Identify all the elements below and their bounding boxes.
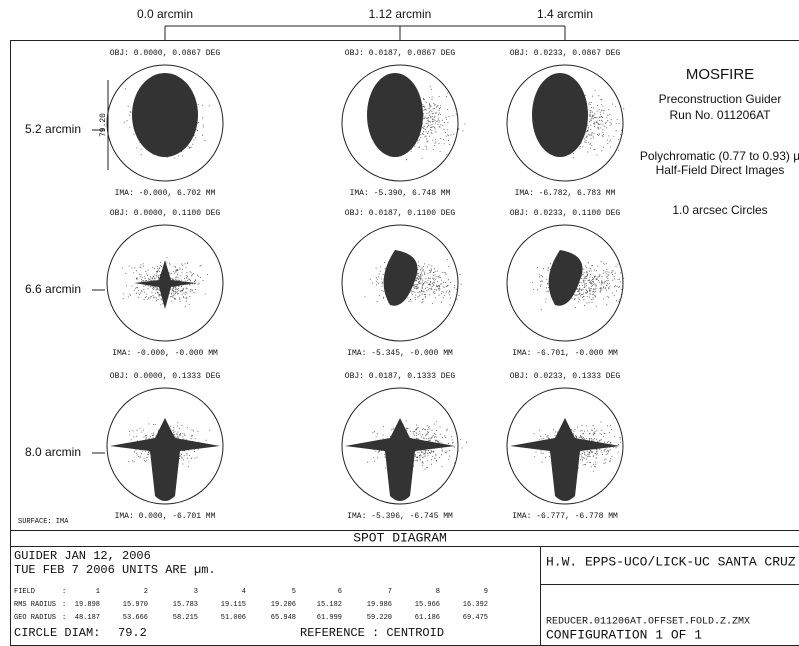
table-cell: : [62, 601, 66, 609]
column-label: 0.0 arcmin [137, 7, 193, 21]
obj-label: OBJ: 0.0000, 0.0867 DEG [110, 49, 221, 58]
spot-core [367, 73, 423, 157]
column-label: 1.12 arcmin [369, 7, 432, 21]
author: H.W. EPPS-UCO/LICK-UC SANTA CRUZ [546, 554, 796, 569]
surface-label: SURFACE: IMA [18, 518, 69, 526]
spot-cell: OBJ: 0.0187, 0.1333 DEG IMA: -5.396, -6.7… [342, 372, 467, 521]
side-line: Preconstruction Guider [659, 92, 782, 106]
ima-label: IMA: -6.777, -6.778 MM [512, 512, 618, 521]
table-cell: 4 [242, 588, 246, 596]
table-cell: 51.006 [221, 614, 246, 622]
diagram-title: SPOT DIAGRAM [353, 530, 447, 545]
obj-label: OBJ: 0.0233, 0.1333 DEG [510, 372, 621, 381]
table-cell: 2 [144, 588, 148, 596]
table-cell: 3 [194, 588, 198, 596]
table-cell: 7 [388, 588, 392, 596]
table-cell: 8 [436, 588, 440, 596]
obj-label: OBJ: 0.0187, 0.1333 DEG [345, 372, 456, 381]
spot-core [549, 250, 583, 306]
spot-cell: OBJ: 0.0000, 0.0867 DEG IMA: -0.000, 6.70… [107, 49, 223, 198]
table-cell: 15.970 [123, 601, 148, 609]
spot-core [510, 418, 620, 501]
spot-core [132, 73, 198, 157]
side-title: MOSFIRE [686, 66, 754, 83]
table-cell: 48.187 [75, 614, 100, 622]
spot-cell: OBJ: 0.0233, 0.1100 DEG IMA: -6.701, -0.0… [507, 209, 624, 358]
spot-core [384, 250, 418, 306]
table-cell: 65.948 [271, 614, 296, 622]
spot-core [110, 418, 220, 501]
obj-label: OBJ: 0.0233, 0.1100 DEG [510, 209, 621, 218]
table-cell: 15.182 [317, 601, 342, 609]
table-cell: 16.392 [463, 601, 488, 609]
file-name: REDUCER.011206AT.OFFSET.FOLD.Z.ZMX [546, 617, 750, 628]
table-cell: 1 [96, 588, 100, 596]
obj-label: OBJ: 0.0233, 0.0867 DEG [510, 49, 621, 58]
ima-label: IMA: -6.701, -0.000 MM [512, 349, 618, 358]
spot-core [532, 73, 588, 157]
table-cell: 19.898 [75, 601, 100, 609]
spot-cell: OBJ: 0.0233, 0.1333 DEG IMA: -6.777, -6.7… [507, 372, 623, 521]
ima-label: IMA: -5.396, -6.745 MM [347, 512, 453, 521]
spot-cell: OBJ: 0.0233, 0.0867 DEG IMA: -6.782, 6.78… [507, 49, 624, 198]
circle-value: 79.2 [118, 626, 147, 640]
side-line: Polychromatic (0.77 to 0.93) µ [640, 149, 799, 163]
side-line: 1.0 arcsec Circles [672, 203, 767, 217]
table-cell: 53.666 [123, 614, 148, 622]
table-cell: 69.475 [463, 614, 488, 622]
table-cell: 9 [484, 588, 488, 596]
table-cell: 5 [292, 588, 296, 596]
table-cell: 15.783 [173, 601, 198, 609]
content: SURFACE: IMA SPOT DIAGRAM MOSFIRE H.W. E… [11, 7, 799, 646]
table-cell: 15.966 [415, 601, 440, 609]
spot-cell: OBJ: 0.0000, 0.1333 DEG IMA: 0.000, -6.70… [107, 372, 223, 521]
row-label: 8.0 arcmin [25, 445, 81, 459]
ima-label: IMA: -6.782, 6.783 MM [515, 189, 616, 198]
spot-core [345, 418, 455, 501]
row-label: 5.2 arcmin [25, 122, 81, 136]
table-cell: 19.206 [271, 601, 296, 609]
obj-label: OBJ: 0.0000, 0.1333 DEG [110, 372, 221, 381]
obj-label: OBJ: 0.0187, 0.0867 DEG [345, 49, 456, 58]
row-label: 6.6 arcmin [25, 282, 81, 296]
spot-cell: OBJ: 0.0000, 0.1100 DEG IMA: -0.000, -0.0… [107, 209, 223, 358]
obj-label: OBJ: 0.0187, 0.1100 DEG [345, 209, 456, 218]
side-line: Half-Field Direct Images [656, 163, 785, 177]
ima-label: IMA: -0.000, -0.000 MM [112, 349, 218, 358]
table-cell: : [62, 588, 66, 596]
ima-label: IMA: -5.390, 6.748 MM [350, 189, 451, 198]
table-cell: GEO RADIUS [14, 614, 56, 622]
ima-label: IMA: 0.000, -6.701 MM [115, 512, 216, 521]
ima-label: IMA: -5.345, -0.000 MM [347, 349, 453, 358]
table-cell: RMS RADIUS [14, 601, 56, 609]
table-cell: FIELD [14, 588, 35, 596]
table-cell: 19.115 [221, 601, 246, 609]
configuration: CONFIGURATION 1 OF 1 [546, 627, 702, 642]
spot-cell: OBJ: 0.0187, 0.0867 DEG IMA: -5.390, 6.74… [342, 49, 466, 198]
table-cell: 58.215 [173, 614, 198, 622]
ima-label: IMA: -0.000, 6.702 MM [115, 189, 216, 198]
spot-cell: OBJ: 0.0187, 0.1100 DEG IMA: -5.345, -0.0… [342, 209, 462, 358]
table-cell: 59.220 [367, 614, 392, 622]
table-cell: 61.999 [317, 614, 342, 622]
side-line: Run No. 011206AT [670, 108, 772, 122]
scale-label: 79.20 [99, 113, 108, 137]
column-label: 1.4 arcmin [537, 7, 593, 21]
footer-line: GUIDER JAN 12, 2006 [14, 549, 151, 563]
obj-label: OBJ: 0.0000, 0.1100 DEG [110, 209, 221, 218]
table-cell: 61.186 [415, 614, 440, 622]
footer-line: TUE FEB 7 2006 UNITS ARE µm. [14, 563, 216, 577]
reference: REFERENCE : CENTROID [300, 626, 444, 640]
table-cell: 6 [338, 588, 342, 596]
spot-diagram-page: SURFACE: IMA SPOT DIAGRAM MOSFIRE H.W. E… [0, 0, 799, 646]
table-cell: : [62, 614, 66, 622]
table-cell: 19.986 [367, 601, 392, 609]
circle-label: CIRCLE DIAM: [14, 626, 100, 640]
